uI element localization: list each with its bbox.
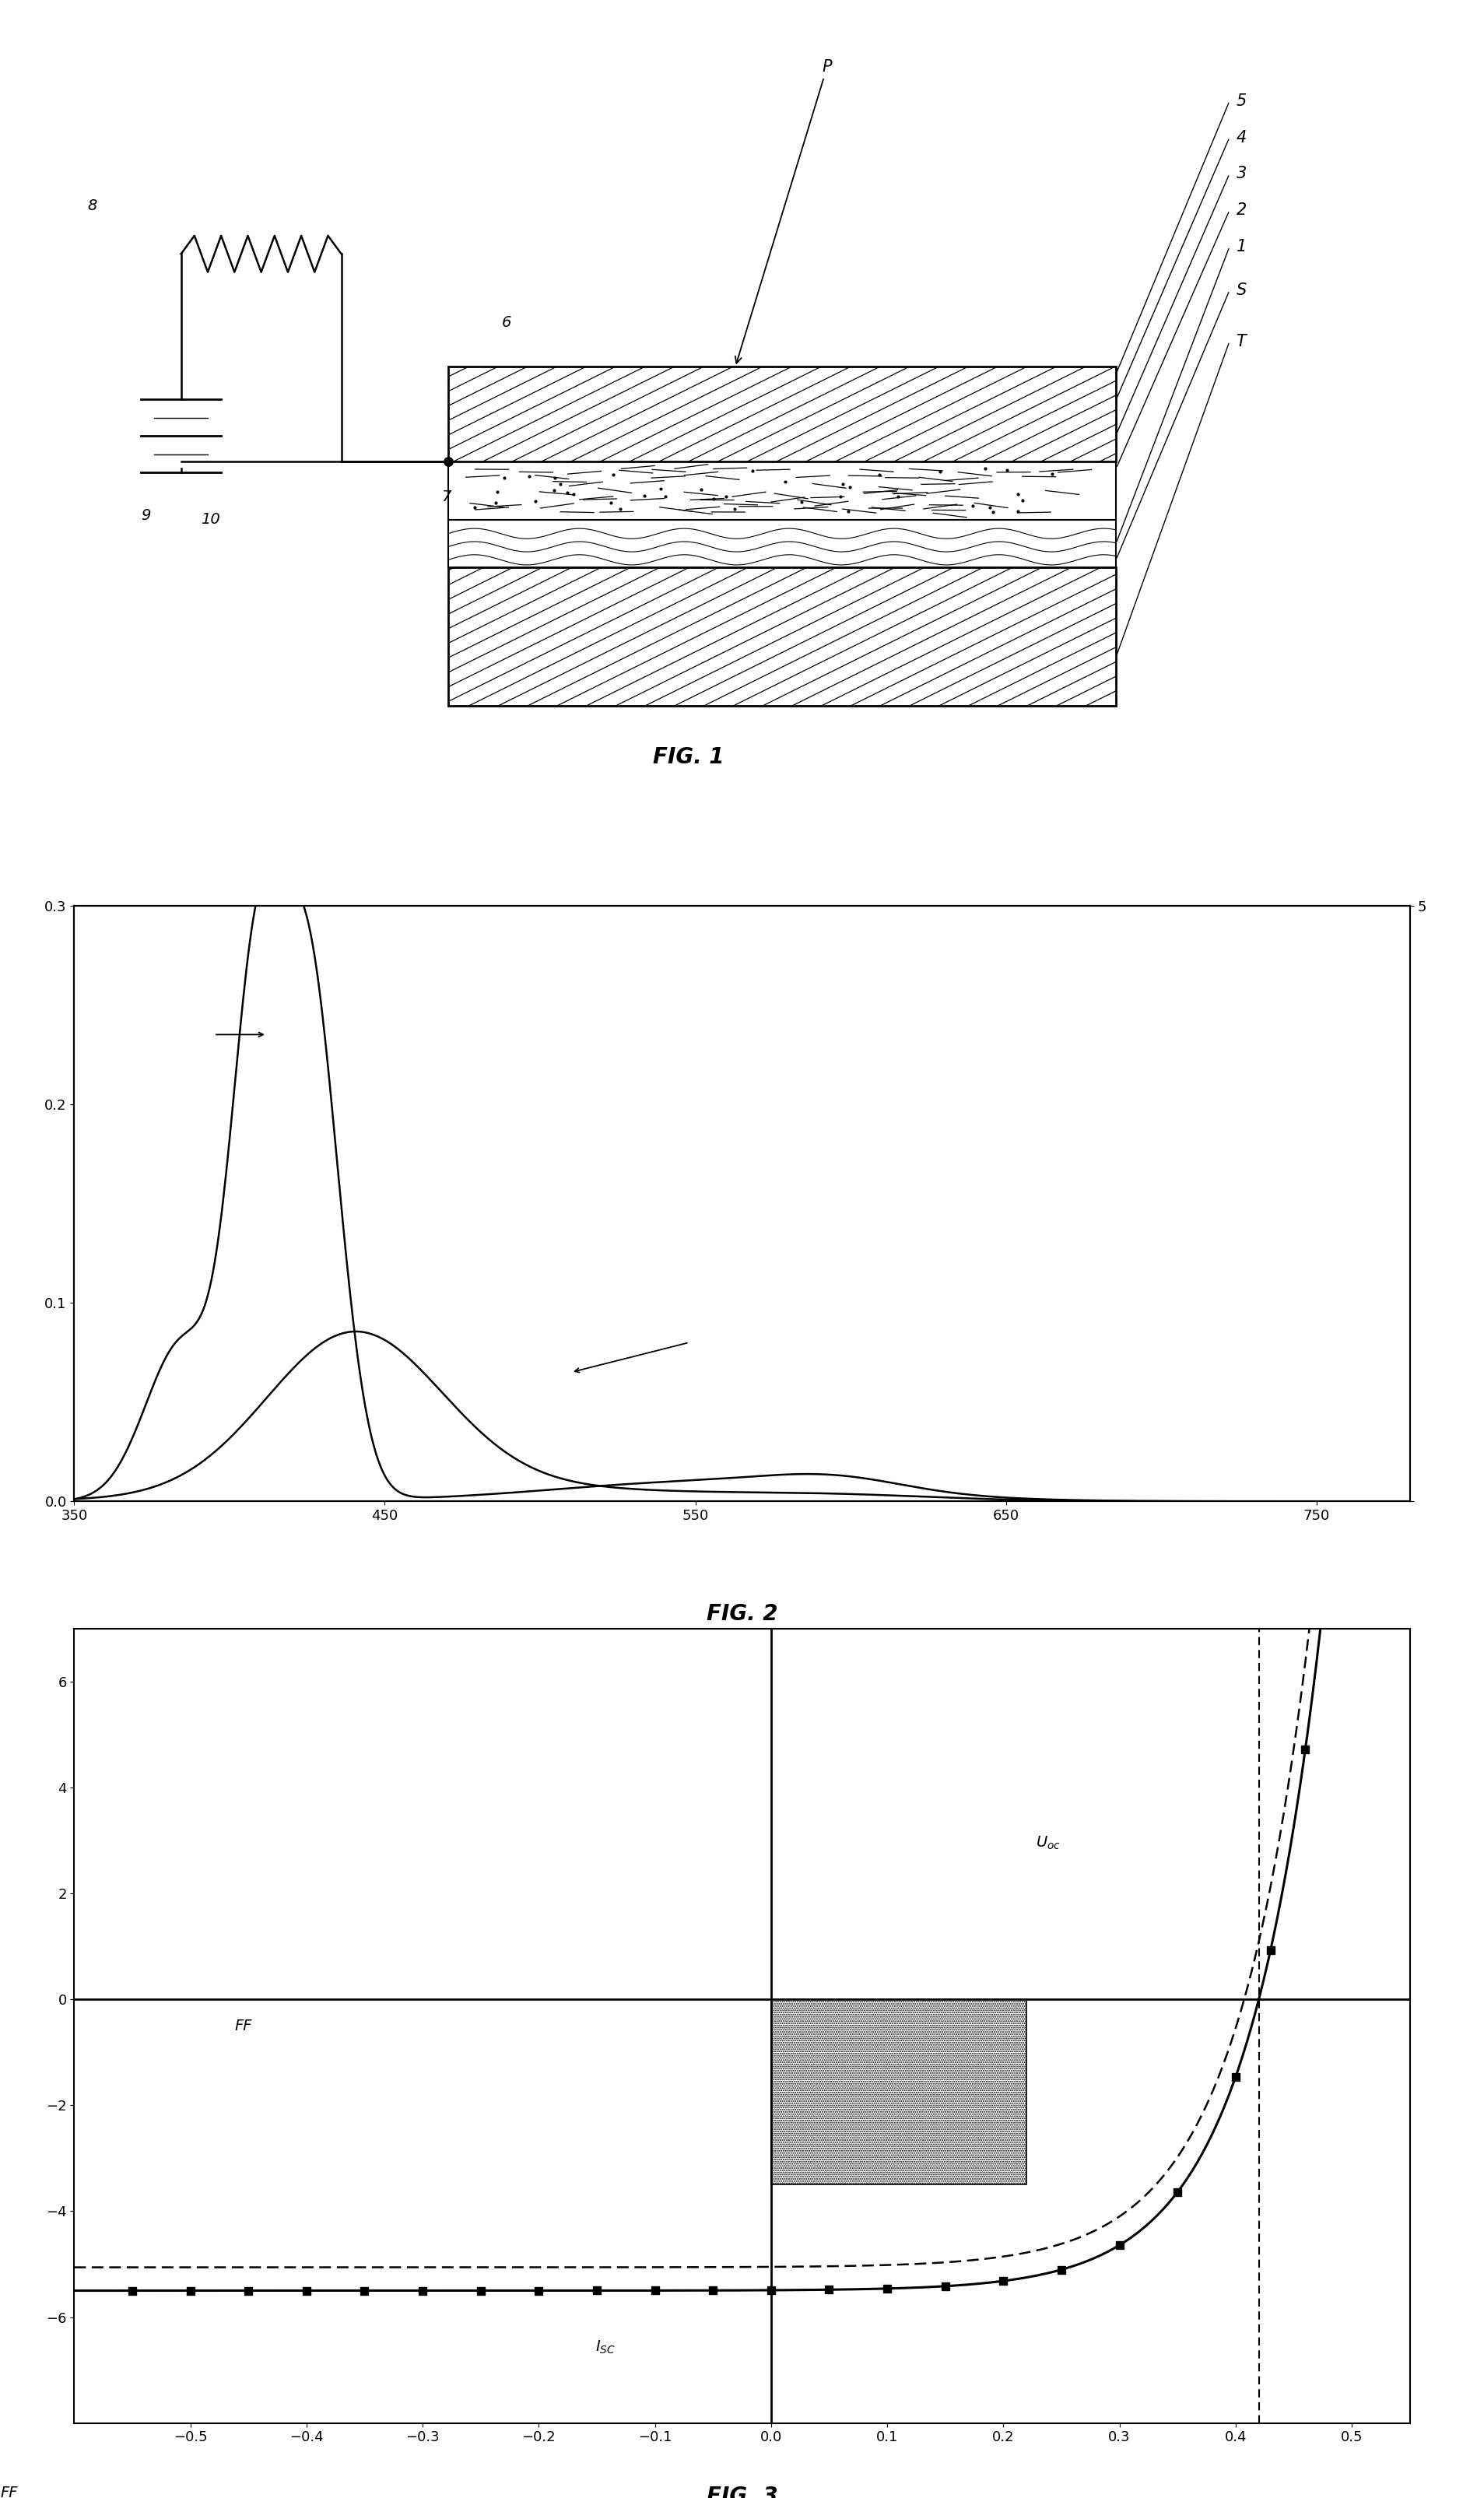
Text: 9: 9	[141, 507, 150, 522]
Point	[981, 492, 1005, 532]
Text: FIG. 3: FIG. 3	[706, 2486, 778, 2498]
Text: FF: FF	[0, 2486, 18, 2498]
Point	[543, 457, 567, 497]
Text: I$_{SC}$: I$_{SC}$	[595, 2338, 616, 2356]
Point	[1040, 455, 1064, 495]
Text: S: S	[1236, 282, 1247, 297]
Text: 6: 6	[502, 315, 510, 330]
Point	[789, 482, 813, 522]
Text: 5: 5	[1236, 92, 1247, 110]
Point	[608, 490, 632, 530]
Polygon shape	[772, 1998, 1027, 2186]
Point	[868, 455, 892, 495]
Text: 10: 10	[202, 512, 220, 527]
Point	[1006, 492, 1030, 532]
Point	[837, 492, 861, 532]
Point	[649, 470, 672, 510]
Point	[886, 477, 910, 517]
Point	[524, 482, 548, 522]
Point	[542, 470, 565, 510]
Point	[516, 457, 540, 497]
Text: 7: 7	[442, 490, 451, 505]
Point	[632, 477, 656, 517]
Text: 2: 2	[1236, 202, 1247, 217]
Bar	[448, 367, 1116, 462]
Point	[741, 450, 764, 490]
Point	[978, 487, 1002, 527]
Text: 3: 3	[1236, 165, 1247, 182]
Point	[561, 475, 585, 515]
Text: T: T	[1236, 335, 1247, 350]
Point	[928, 452, 951, 492]
Text: FIG. 2: FIG. 2	[706, 1604, 778, 1626]
Point	[493, 457, 516, 497]
Text: U$_{oc}$: U$_{oc}$	[1036, 1834, 1061, 1851]
Point	[996, 450, 1020, 490]
Point	[831, 465, 855, 505]
Point	[601, 455, 625, 495]
Point	[974, 447, 997, 487]
Point	[653, 477, 677, 517]
Point	[548, 465, 571, 505]
Point	[714, 477, 738, 517]
Point	[484, 482, 508, 522]
Bar	[448, 462, 1116, 520]
Point	[600, 482, 623, 522]
Point	[773, 462, 797, 502]
Text: 1: 1	[1236, 240, 1247, 255]
Text: 4: 4	[1236, 130, 1247, 145]
Point	[960, 485, 984, 525]
Point	[1006, 475, 1030, 515]
Point	[838, 467, 862, 507]
Text: FIG. 1: FIG. 1	[653, 747, 724, 769]
Point	[702, 480, 726, 520]
Point	[485, 472, 509, 512]
Text: 8: 8	[88, 197, 96, 212]
Point	[723, 490, 746, 530]
Bar	[448, 567, 1116, 704]
Point	[556, 472, 580, 512]
Point	[690, 470, 714, 510]
Text: P: P	[735, 60, 833, 362]
Point	[463, 487, 487, 527]
Point	[828, 477, 852, 517]
Text: FF: FF	[234, 2018, 252, 2033]
Bar	[448, 520, 1116, 567]
Point	[1011, 480, 1034, 520]
